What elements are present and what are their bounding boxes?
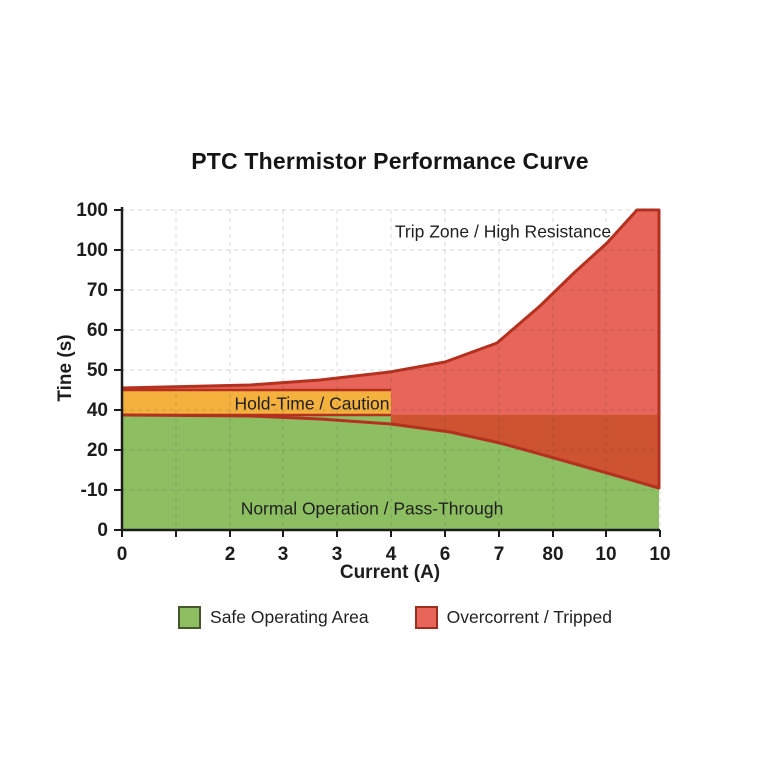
legend-label-overcurrent: Overcorrent / Tripped (446, 607, 612, 627)
x-tick-label: 80 (542, 544, 563, 565)
chart-regions (121, 208, 661, 530)
y-tick-label: 70 (87, 280, 108, 301)
y-tick-label: 100 (76, 200, 108, 221)
y-tick-label: 60 (87, 320, 108, 341)
chart-gridlines (122, 209, 661, 530)
y-tick-label: 50 (87, 360, 108, 381)
zone-label-trip: Trip Zone / High Resistance (394, 221, 612, 242)
x-tick-label: 0 (117, 544, 128, 565)
x-tick-label: 3 (278, 544, 289, 565)
y-tick-label: 100 (76, 240, 108, 261)
x-tick-label: 3 (332, 544, 343, 565)
x-tick-label: 10 (595, 544, 616, 565)
x-tick-label: 10 (649, 544, 670, 565)
hold-band (122, 390, 391, 415)
y-tick-label: 0 (97, 520, 108, 541)
zone-label-hold: Hold-Time / Caution (234, 393, 390, 414)
x-tick-label: 2 (225, 544, 236, 565)
zone-label-normal: Normal Operation / Pass-Through (240, 498, 504, 519)
legend-item-safe: Safe Operating Area (178, 606, 369, 629)
legend-label-safe: Safe Operating Area (210, 607, 369, 627)
trip-region (122, 210, 659, 415)
x-tick-label: 4 (386, 544, 397, 565)
x-tick-label: 7 (494, 544, 505, 565)
chart-axes (114, 207, 661, 537)
y-axis-title: Tine (s) (55, 334, 76, 402)
legend-item-overcurrent: Overcorrent / Tripped (414, 606, 612, 629)
y-tick-label: 40 (87, 400, 108, 421)
x-tick-label: 6 (440, 544, 451, 565)
legend-swatch-safe (178, 606, 202, 629)
x-axis-title: Current (A) (339, 562, 441, 583)
y-tick-label: 20 (87, 440, 108, 461)
y-tick-label: -10 (81, 480, 108, 501)
chart-legend: Safe Operating Area Overcorrent / Trippe… (0, 606, 768, 629)
trip-curve-stroke (121, 208, 661, 490)
chart-title: PTC Thermistor Performance Curve (191, 148, 589, 175)
chart-tick-labels: 0 2 3 3 4 6 7 80 10 10 100 100 70 60 50 40 20 -10 0 (76, 200, 670, 565)
legend-swatch-overcurrent (414, 606, 438, 629)
